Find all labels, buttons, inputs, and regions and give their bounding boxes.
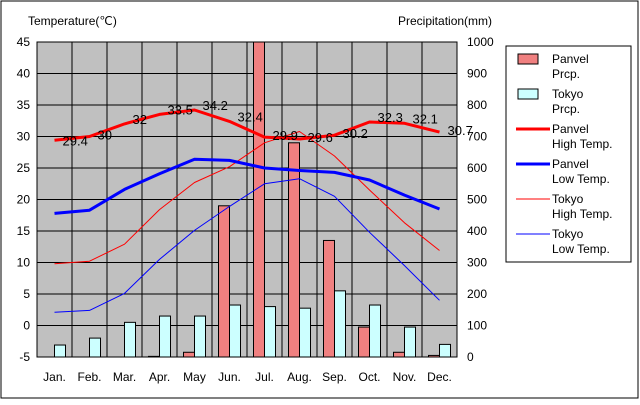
right-tick-label: 100: [467, 319, 487, 333]
bar-panvel-prcp: [288, 142, 300, 358]
legend-label: High Temp.: [552, 207, 612, 221]
bar-tokyo-prcp: [299, 307, 311, 358]
legend-swatch: [517, 88, 539, 100]
bar-tokyo-prcp: [194, 315, 206, 358]
bar-tokyo-prcp: [439, 343, 451, 358]
legend-label: Low Temp.: [552, 172, 610, 186]
left-tick-label: 25: [17, 161, 31, 175]
x-tick-label: May: [183, 370, 206, 384]
left-tick-label: 5: [23, 287, 30, 301]
right-tick-label: 0: [467, 350, 474, 364]
value-labels: 29.4 30 32 33.5 34.2 32.4 29.9 29.6 30.2 32.3 32.1…: [63, 98, 473, 148]
x-tick-label: Jan.: [43, 370, 66, 384]
data-label-panvel-high: 32.1: [413, 111, 438, 126]
left-tick-label: 20: [17, 193, 31, 207]
data-label-panvel-high: 30: [98, 128, 112, 143]
legend-label: Panvel: [552, 157, 589, 171]
bar-panvel-prcp: [428, 354, 440, 358]
right-tick-label: 500: [467, 193, 487, 207]
data-label-panvel-high: 32: [133, 112, 147, 127]
data-label-panvel-high: 30.2: [343, 126, 368, 141]
bar-tokyo-prcp: [159, 315, 171, 358]
legend-label: Tokyo: [552, 227, 584, 241]
bar-panvel-prcp: [253, 41, 265, 358]
legend-label: Tokyo: [552, 192, 584, 206]
bar-panvel-prcp: [323, 239, 335, 358]
right-tick-label: 600: [467, 161, 487, 175]
x-tick-label: Sep.: [322, 370, 347, 384]
line-panvel-low-temp: [54, 157, 441, 215]
data-label-panvel-high: 29.9: [273, 128, 298, 143]
left-tick-label: 45: [17, 35, 31, 49]
bar-panvel-prcp: [183, 351, 195, 358]
bar-panvel-prcp: [218, 205, 230, 358]
legend-label: Prcp.: [552, 67, 580, 81]
axes: -5 0 5 10 15 20 25 30 35 40 45 0 100 200 300 400 500 600 7…: [17, 35, 494, 384]
bar-panvel-prcp: [148, 355, 160, 358]
left-tick-label: 30: [17, 130, 31, 144]
right-tick-label: 400: [467, 224, 487, 238]
grid-lines: [37, 42, 457, 357]
right-tick-label: 800: [467, 98, 487, 112]
line-tokyo-low-temp: [54, 178, 440, 313]
left-tick-label: -5: [19, 350, 30, 364]
line-marks: [54, 108, 441, 313]
data-label-panvel-high: 29.6: [308, 130, 333, 145]
right-tick-label: 700: [467, 130, 487, 144]
legend-label: Panvel: [552, 52, 589, 66]
bar-tokyo-prcp: [229, 304, 241, 358]
bar-tokyo-prcp: [404, 326, 416, 358]
data-label-panvel-high: 32.4: [238, 109, 263, 124]
bar-tokyo-prcp: [54, 344, 66, 358]
right-axis-label: Precipitation(mm): [398, 14, 492, 28]
x-tick-label: Feb.: [77, 370, 101, 384]
right-tick-label: 200: [467, 287, 487, 301]
legend-swatch: [517, 53, 539, 65]
left-tick-label: 0: [23, 319, 30, 333]
data-label-panvel-high: 29.4: [63, 133, 88, 148]
data-label-panvel-high: 34.2: [203, 98, 228, 113]
x-tick-label: Jul.: [255, 370, 274, 384]
bar-marks: [54, 41, 451, 358]
bar-tokyo-prcp: [89, 337, 101, 358]
left-tick-label: 10: [17, 256, 31, 270]
data-label-panvel-high: 32.3: [378, 110, 403, 125]
legend-label: High Temp.: [552, 137, 612, 151]
x-tick-label: Mar.: [113, 370, 136, 384]
data-label-panvel-high: 33.5: [168, 102, 193, 117]
x-tick-label: Aug.: [287, 370, 312, 384]
legend-label: Tokyo: [552, 87, 584, 101]
x-tick-label: Apr.: [149, 370, 170, 384]
left-tick-label: 35: [17, 98, 31, 112]
x-tick-label: Dec.: [427, 370, 452, 384]
bar-tokyo-prcp: [334, 290, 346, 358]
bar-tokyo-prcp: [369, 304, 381, 358]
x-tick-label: Nov.: [393, 370, 417, 384]
line-tokyo-high-temp: [54, 131, 440, 265]
bar-tokyo-prcp: [264, 306, 276, 358]
left-tick-label: 40: [17, 67, 31, 81]
legend-label: Panvel: [552, 122, 589, 136]
legend-box: [505, 45, 632, 263]
left-axis-label: Temperature(℃): [28, 14, 117, 28]
right-tick-label: 300: [467, 256, 487, 270]
legend-label: Prcp.: [552, 102, 580, 116]
data-label-panvel-high: 30.7: [448, 123, 473, 138]
left-tick-label: 15: [17, 224, 31, 238]
bar-tokyo-prcp: [124, 321, 136, 358]
right-tick-label: 900: [467, 67, 487, 81]
x-tick-label: Oct.: [358, 370, 380, 384]
bar-panvel-prcp: [393, 351, 405, 358]
right-tick-label: 1000: [467, 35, 494, 49]
x-tick-label: Jun.: [218, 370, 241, 384]
bar-panvel-prcp: [358, 326, 370, 358]
legend-label: Low Temp.: [552, 242, 610, 256]
line-panvel-high-temp: [54, 108, 440, 142]
